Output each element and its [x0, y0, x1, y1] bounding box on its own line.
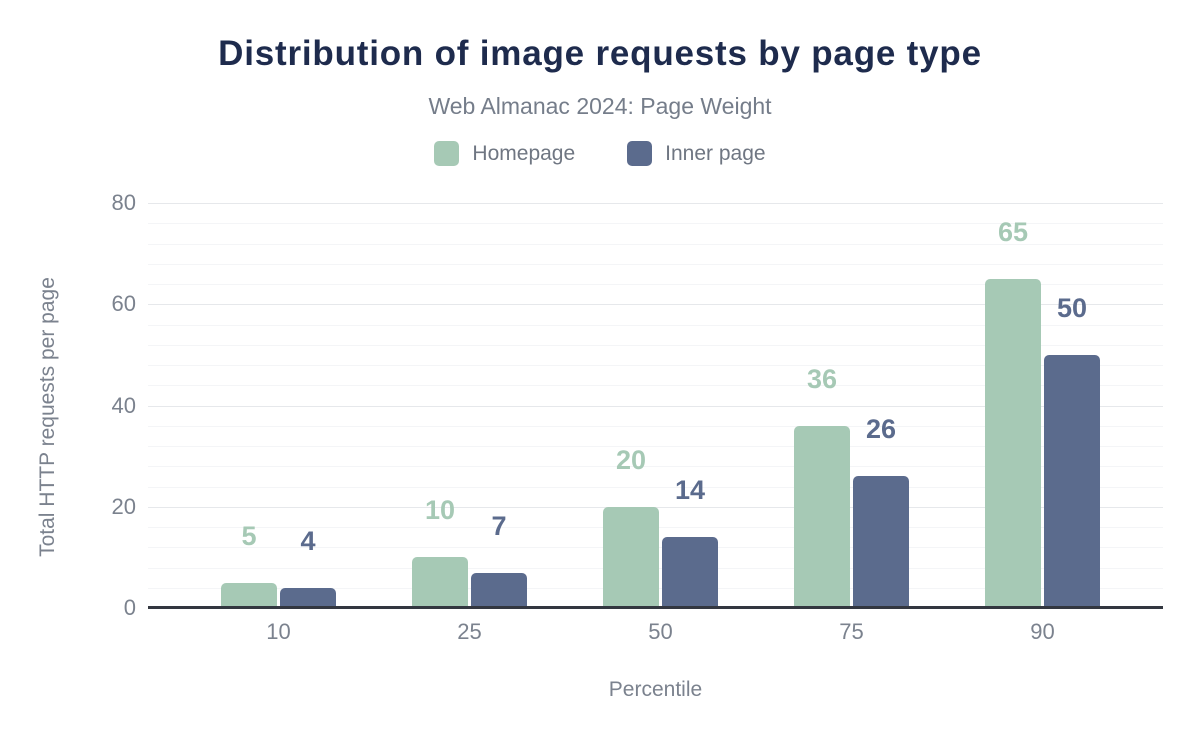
- value-label-inner-page-p50: 14: [674, 475, 706, 506]
- gridline-minor-52: [148, 344, 1163, 346]
- chart-subtitle: Web Almanac 2024: Page Weight: [428, 93, 772, 119]
- bar-homepage-p25[interactable]: 10: [412, 497, 468, 608]
- legend-label-homepage: Homepage: [472, 141, 576, 165]
- chart-title: Distribution of image requests by page t…: [218, 34, 982, 73]
- gridline-minor-44: [148, 385, 1163, 387]
- bar-inner-page-p50[interactable]: 14: [662, 477, 718, 608]
- homepage-swatch-icon: [434, 141, 460, 166]
- y-tick-80: 80: [111, 190, 136, 215]
- gridline-minor-28: [148, 466, 1163, 468]
- bar-group-p50: 20 14: [565, 203, 756, 608]
- x-axis-tick-labels: 10 25 50 75 90: [183, 619, 1138, 645]
- gridline-minor-68: [148, 263, 1163, 265]
- y-tick-0: 0: [123, 595, 136, 620]
- bar-homepage-p90[interactable]: 65: [985, 218, 1041, 608]
- bar-homepage-p10[interactable]: 5: [221, 522, 277, 608]
- bar-groups: 5 4 10 7 20 14 36 26 65 50: [183, 203, 1138, 608]
- value-label-inner-page-p90: 50: [1056, 292, 1088, 323]
- y-tick-60: 60: [111, 291, 136, 317]
- y-tick-20: 20: [111, 493, 136, 519]
- gridline-minor-32: [148, 446, 1163, 447]
- value-label-homepage-p50: 20: [615, 444, 647, 475]
- bar-inner-page-p25[interactable]: 7: [471, 512, 527, 608]
- bar-inner-page-p75[interactable]: 26: [853, 416, 909, 608]
- y-tick-40: 40: [111, 392, 136, 418]
- inner-page-swatch-icon: [627, 141, 653, 166]
- value-label-homepage-p90: 65: [997, 216, 1029, 247]
- value-label-homepage-p75: 36: [806, 363, 838, 394]
- gridline-minor-24: [148, 486, 1163, 488]
- bar-group-p90: 65 50: [947, 203, 1138, 608]
- x-axis-baseline: [148, 606, 1163, 609]
- value-label-homepage-p25: 10: [424, 495, 456, 526]
- value-label-homepage-p10: 5: [241, 520, 257, 551]
- gridline-minor-76: [148, 223, 1163, 225]
- x-tick-50: 50: [648, 619, 673, 644]
- gridline-major-40: [148, 405, 1163, 407]
- gridline-major-80: [148, 203, 1163, 204]
- gridline-minor-48: [148, 365, 1163, 366]
- value-label-inner-page-p10: 4: [300, 525, 316, 556]
- bar-group-p75: 36 26: [756, 203, 947, 608]
- gridline-minor-36: [148, 425, 1163, 427]
- x-tick-75: 75: [839, 619, 864, 644]
- bar-homepage-p50[interactable]: 20: [603, 446, 659, 608]
- plot-area: 5 4 10 7 20 14 36 26 65 50: [148, 203, 1163, 608]
- legend: Homepage Inner page: [0, 141, 1200, 166]
- legend-item-inner-page[interactable]: Inner page: [627, 141, 766, 166]
- bar-homepage-p75[interactable]: 36: [794, 365, 850, 608]
- value-label-inner-page-p25: 7: [491, 510, 507, 541]
- bar-inner-page-p90[interactable]: 50: [1044, 294, 1100, 608]
- bar-group-p25: 10 7: [374, 203, 565, 608]
- bar-inner-page-p10[interactable]: 4: [280, 527, 336, 608]
- gridline-minor-72: [148, 243, 1163, 245]
- value-label-inner-page-p75: 26: [865, 414, 897, 445]
- gridline-minor-56: [148, 324, 1163, 326]
- x-tick-25: 25: [457, 619, 482, 644]
- gridline-minor-64: [148, 284, 1163, 285]
- x-axis-title: Percentile: [608, 678, 703, 701]
- gridline-major-60: [148, 304, 1163, 306]
- legend-item-homepage[interactable]: Homepage: [434, 141, 575, 166]
- x-tick-90: 90: [1030, 619, 1055, 644]
- x-tick-10: 10: [266, 619, 291, 644]
- legend-label-inner-page: Inner page: [665, 141, 766, 165]
